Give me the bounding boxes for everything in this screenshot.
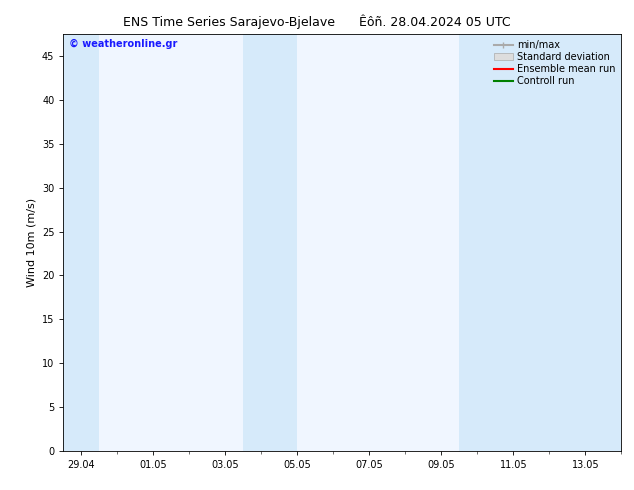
Bar [460, 34, 621, 451]
Text: © weatheronline.gr: © weatheronline.gr [69, 38, 178, 49]
Bar [243, 34, 297, 451]
Legend: min/max, Standard deviation, Ensemble mean run, Controll run: min/max, Standard deviation, Ensemble me… [489, 36, 619, 90]
Bar [63, 34, 100, 451]
Text: ENS Time Series Sarajevo-Bjelave      Êôñ. 28.04.2024 05 UTC: ENS Time Series Sarajevo-Bjelave Êôñ. 28… [123, 15, 511, 29]
Y-axis label: Wind 10m (m/s): Wind 10m (m/s) [27, 198, 36, 287]
